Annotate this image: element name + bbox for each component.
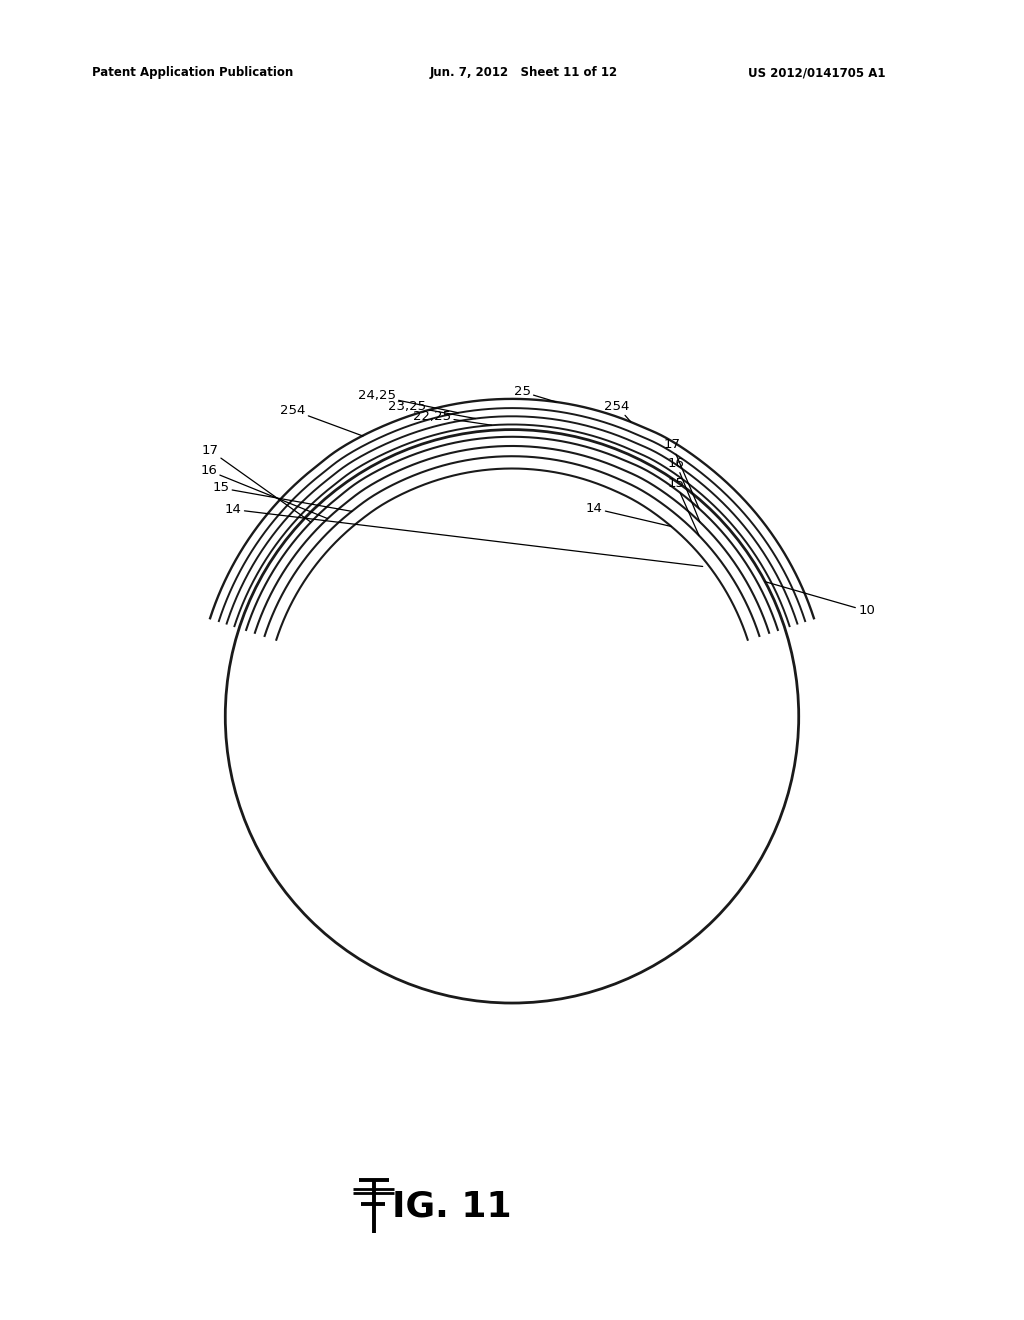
Text: US 2012/0141705 A1: US 2012/0141705 A1 xyxy=(748,66,885,79)
Text: 15: 15 xyxy=(668,478,699,536)
Text: 254: 254 xyxy=(281,404,362,436)
Text: 10: 10 xyxy=(765,582,874,618)
Text: Patent Application Publication: Patent Application Publication xyxy=(92,66,294,79)
Text: IG. 11: IG. 11 xyxy=(392,1189,512,1224)
Text: 17: 17 xyxy=(664,438,699,508)
Text: Jun. 7, 2012   Sheet 11 of 12: Jun. 7, 2012 Sheet 11 of 12 xyxy=(430,66,618,79)
Text: 22,25: 22,25 xyxy=(413,409,492,425)
Text: 14: 14 xyxy=(586,502,672,527)
Text: 17: 17 xyxy=(201,444,311,523)
Text: 254: 254 xyxy=(604,400,631,422)
Text: 14: 14 xyxy=(225,503,702,566)
Text: 16: 16 xyxy=(668,457,699,521)
Text: 16: 16 xyxy=(201,465,328,519)
Text: 23,25: 23,25 xyxy=(388,400,475,418)
Text: 25: 25 xyxy=(514,385,556,403)
Text: 15: 15 xyxy=(212,482,352,511)
Text: 24,25: 24,25 xyxy=(357,389,459,413)
